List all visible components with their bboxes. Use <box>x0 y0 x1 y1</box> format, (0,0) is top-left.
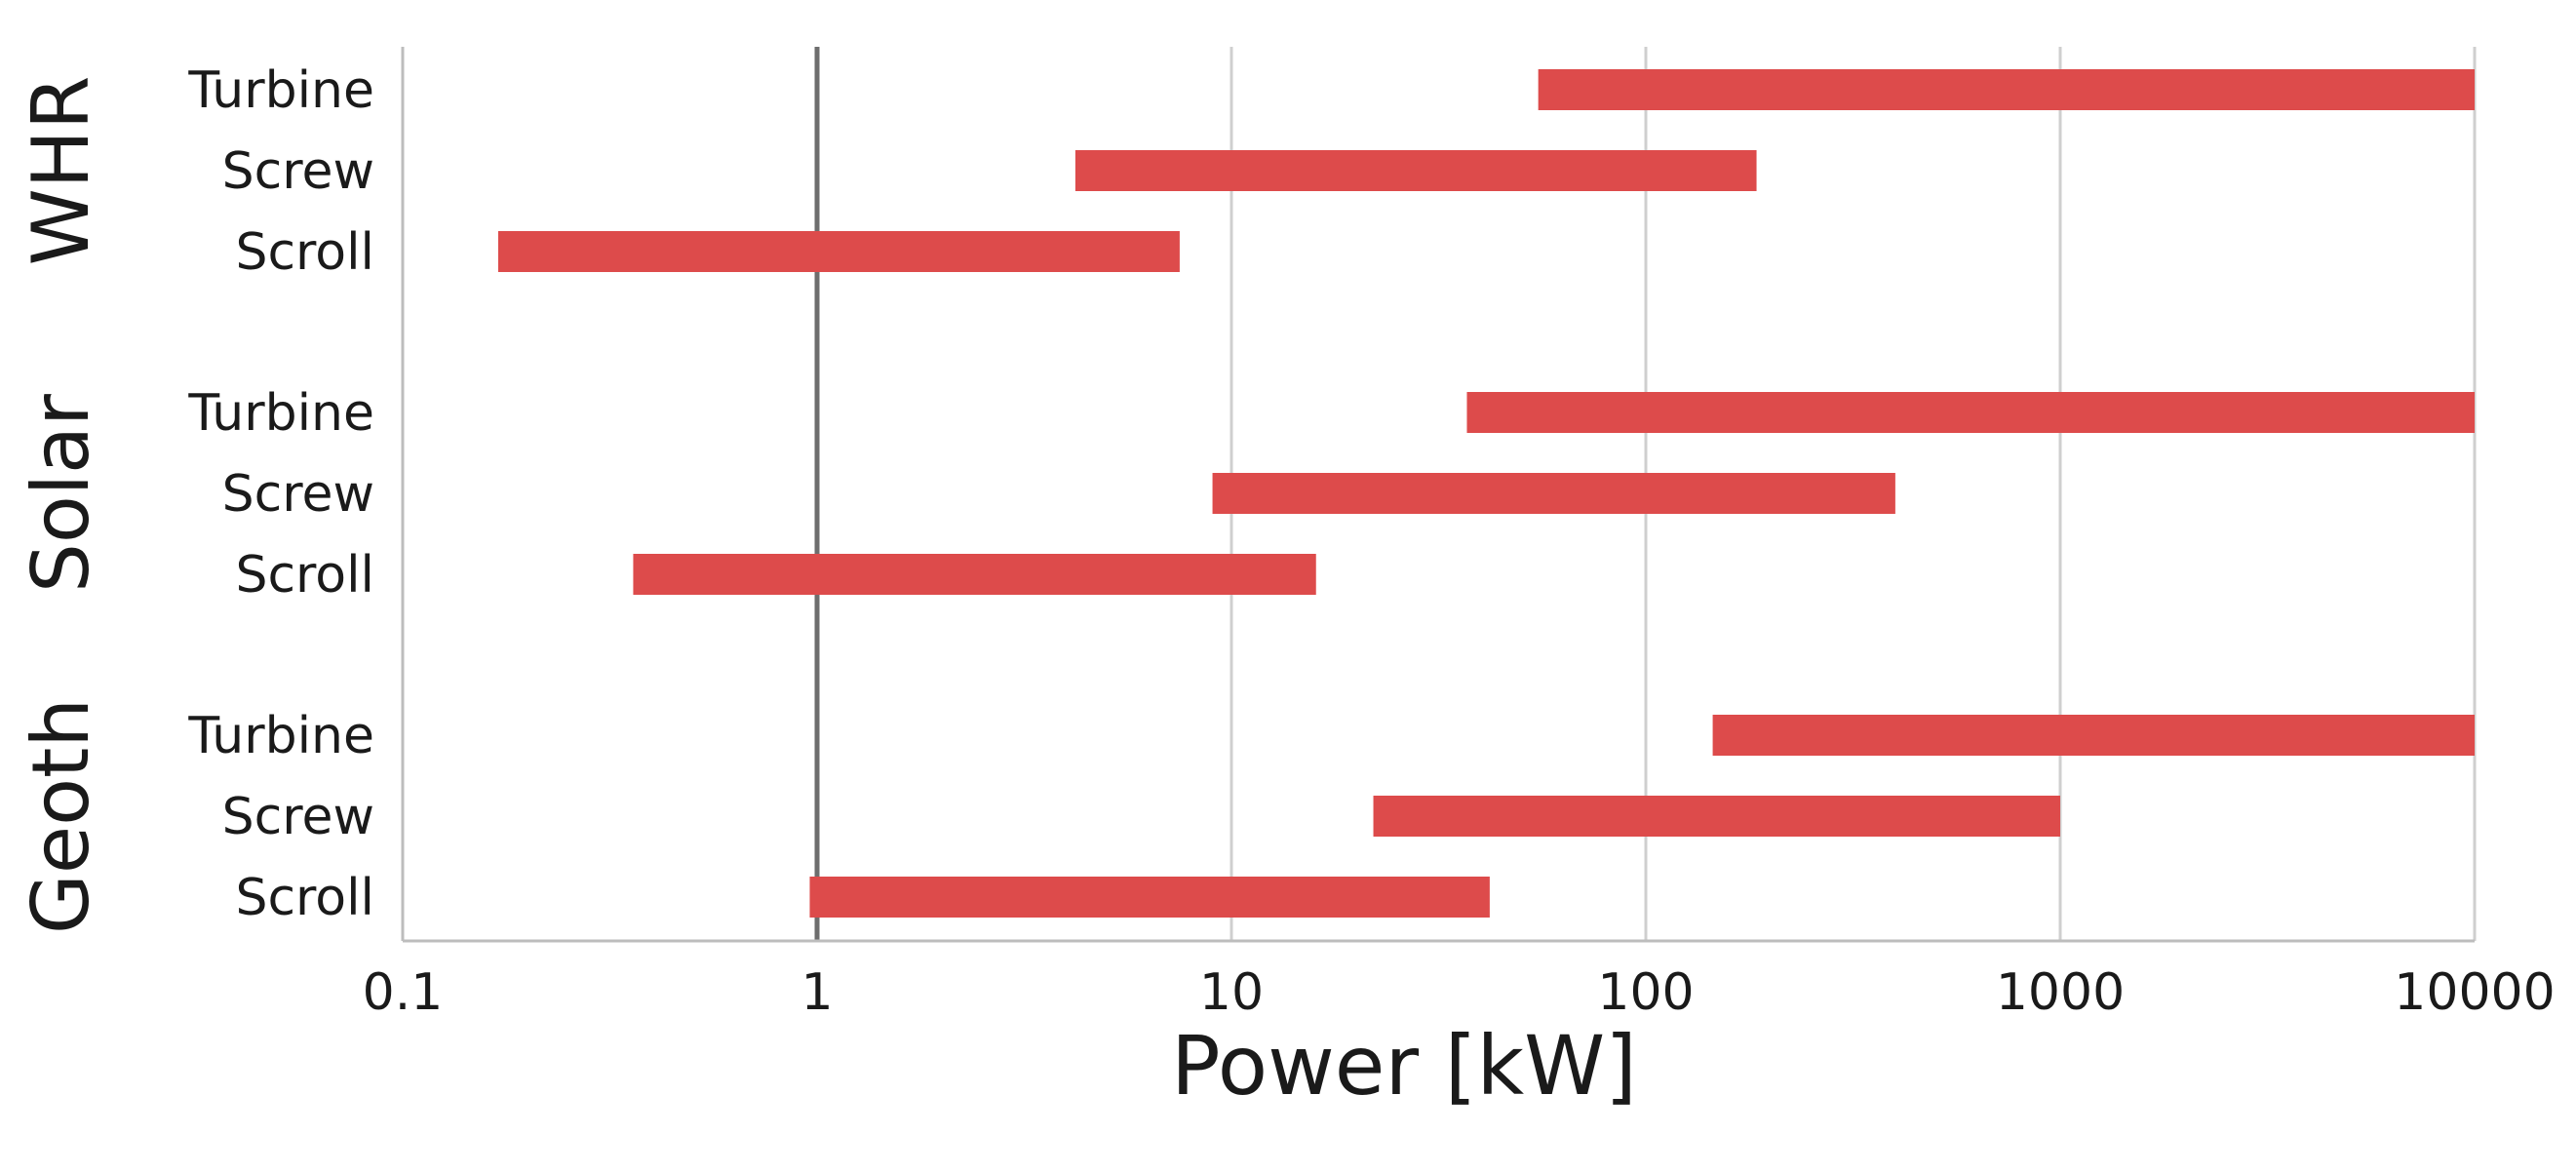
x-tick-label: 10000 <box>2394 963 2555 1022</box>
group-label: WHR <box>16 76 106 266</box>
bars <box>497 69 2475 918</box>
x-tick-label: 10 <box>1199 963 1264 1022</box>
category-label: Screw <box>222 788 374 846</box>
bar-solar-scroll <box>633 554 1316 595</box>
category-label: Turbine <box>187 384 374 443</box>
category-label: Scroll <box>235 869 374 927</box>
category-label: Screw <box>222 142 374 201</box>
bar-solar-screw <box>1212 473 1895 514</box>
bar-geoth-turbine <box>1712 715 2475 756</box>
bar-solar-turbine <box>1466 392 2475 433</box>
x-tick-label: 1000 <box>1996 963 2125 1022</box>
axes <box>401 47 2475 943</box>
category-label: Turbine <box>187 707 374 765</box>
group-label: Solar <box>16 394 106 593</box>
x-tick-label: 1 <box>800 963 833 1022</box>
group-label: Geoth <box>16 698 106 934</box>
bar-whr-turbine <box>1538 69 2475 110</box>
category-label: Scroll <box>235 223 374 282</box>
x-axis-title: Power [kW] <box>1171 1018 1637 1114</box>
labels: 0.1 1 10 100 1000 10000 Turbine Screw Scroll WHR T… <box>16 61 2556 1022</box>
x-tick-label: 0.1 <box>363 963 444 1022</box>
x-tick-label: 100 <box>1597 963 1694 1022</box>
bar-whr-screw <box>1074 150 1757 191</box>
category-label: Screw <box>222 465 374 524</box>
bar-whr-scroll <box>497 231 1180 272</box>
category-label: Turbine <box>187 61 374 120</box>
category-label: Scroll <box>235 546 374 605</box>
bar-geoth-scroll <box>809 877 1490 918</box>
bar-geoth-screw <box>1373 796 2060 837</box>
